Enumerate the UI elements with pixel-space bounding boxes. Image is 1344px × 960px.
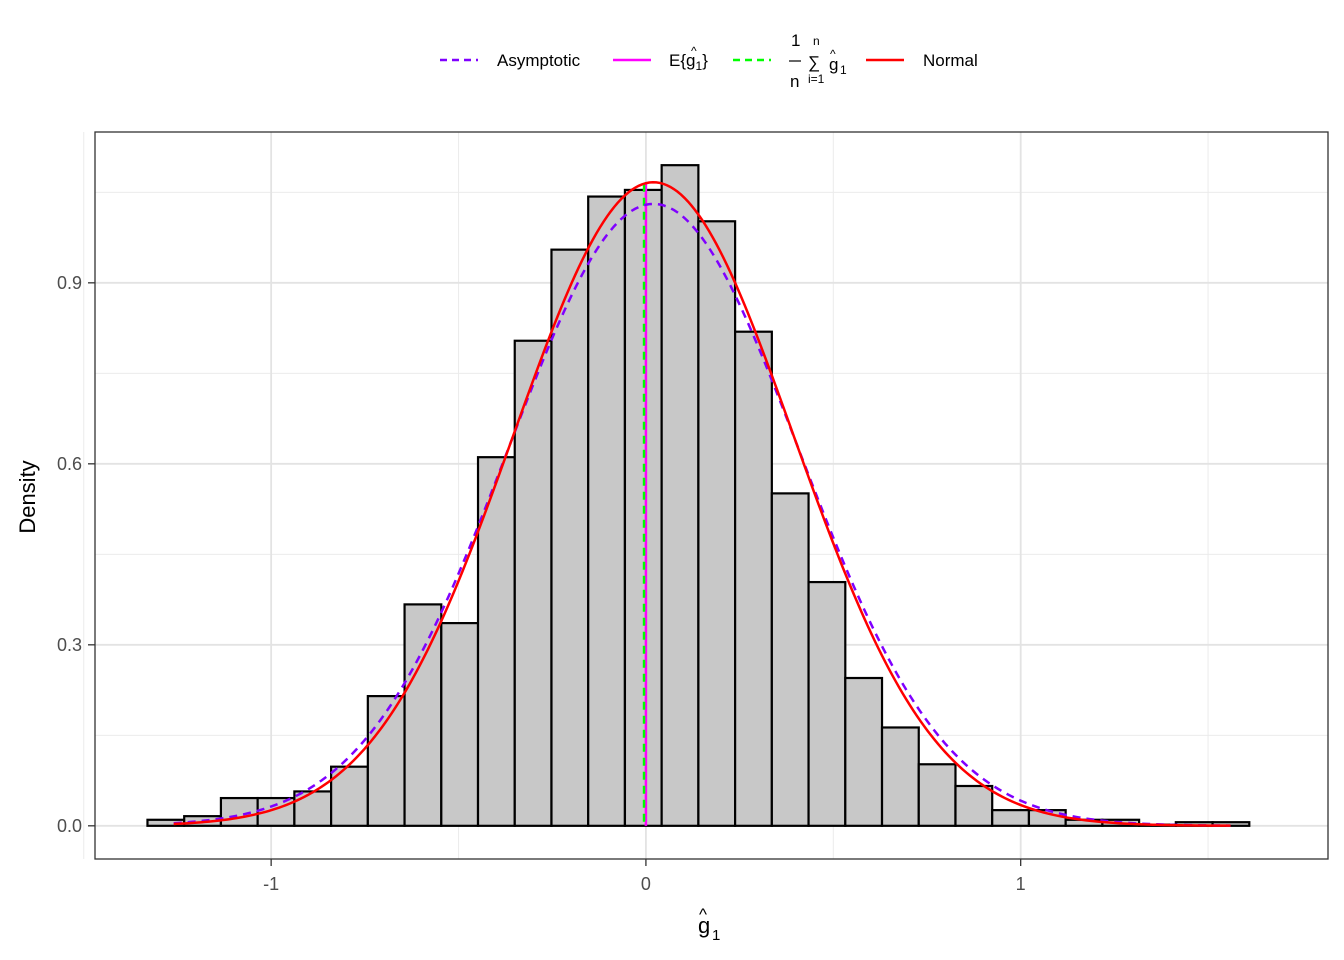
x-axis-title-hat: ^ xyxy=(699,905,707,924)
legend-frac-num: 1 xyxy=(791,31,800,50)
histogram-bar xyxy=(807,580,847,827)
x-axis: -1 0 1 xyxy=(263,859,1026,894)
legend-expect-base: g xyxy=(686,51,695,70)
legend-label-asymptotic: Asymptotic xyxy=(497,51,581,70)
legend-label-normal: Normal xyxy=(923,51,978,70)
x-axis-title-sub: 1 xyxy=(712,927,720,944)
legend-expect-prefix: E{ xyxy=(669,51,686,70)
histogram-bar xyxy=(880,726,920,827)
histogram-bar xyxy=(587,195,627,827)
histogram-bar xyxy=(366,695,406,827)
plot-panel xyxy=(83,131,1329,860)
y-tick-label: 0.0 xyxy=(57,816,82,836)
histogram-bar xyxy=(219,796,259,827)
legend-label-expectation: E{g1} xyxy=(669,51,708,73)
histogram-bar xyxy=(697,220,737,827)
histogram-bar xyxy=(991,809,1031,827)
legend-mean-base: g xyxy=(829,55,838,74)
histogram-bar xyxy=(917,763,957,827)
legend-sum-top: n xyxy=(813,34,820,48)
x-tick-label: -1 xyxy=(263,874,279,894)
histogram-bar xyxy=(440,622,480,827)
histogram-bar xyxy=(476,456,516,827)
legend-sum-bottom: i=1 xyxy=(808,72,825,86)
y-axis-title: Density xyxy=(15,460,40,533)
histogram-bar xyxy=(403,603,443,827)
legend-mean-sub: 1 xyxy=(840,63,847,77)
histogram-bar xyxy=(770,492,810,827)
histogram-bar xyxy=(550,248,590,827)
y-axis: 0.0 0.3 0.6 0.9 xyxy=(57,273,95,836)
y-tick-label: 0.9 xyxy=(57,273,82,293)
curve-normal xyxy=(173,181,1231,827)
legend-sum-sign: ∑ xyxy=(808,53,820,72)
density-curves xyxy=(173,181,1231,827)
y-tick-label: 0.3 xyxy=(57,635,82,655)
histogram-bar xyxy=(734,330,773,827)
legend-expect-sub: 1 xyxy=(696,59,703,73)
histogram-bar xyxy=(844,676,884,827)
legend-expect-hat: ^ xyxy=(691,44,697,58)
histogram-bar xyxy=(1211,821,1251,827)
histogram-bar xyxy=(954,784,994,827)
legend-expect-suffix: } xyxy=(702,51,708,70)
legend-frac-den: n xyxy=(790,72,799,91)
panel-border xyxy=(94,131,1329,860)
x-tick-label: 0 xyxy=(641,874,651,894)
curve-asymptotic xyxy=(173,202,1231,827)
x-axis-title: g ^ 1 xyxy=(698,905,720,944)
x-axis-title-base: g xyxy=(698,913,710,938)
histogram-bar xyxy=(293,790,333,827)
histogram-bar xyxy=(660,164,700,827)
y-tick-label: 0.6 xyxy=(57,454,82,474)
legend-label-sample-mean: 1 n n ∑ i=1 g ^ 1 xyxy=(789,31,847,91)
x-tick-label: 1 xyxy=(1016,874,1026,894)
legend: Asymptotic E{g1} ^ 1 n n ∑ i=1 g ^ 1 Nor… xyxy=(440,31,978,91)
legend-mean-hat: ^ xyxy=(830,47,836,61)
histogram-bars xyxy=(146,164,1251,827)
